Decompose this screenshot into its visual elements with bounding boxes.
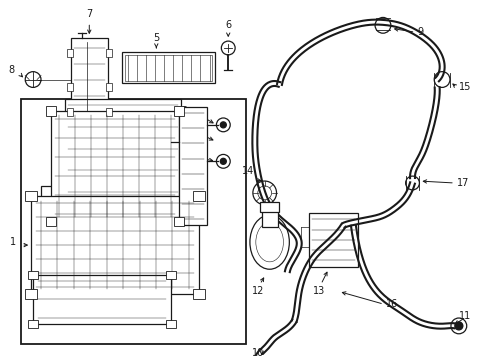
Bar bbox=[70, 38, 108, 122]
Ellipse shape bbox=[255, 222, 283, 262]
Bar bbox=[179, 107, 206, 225]
Circle shape bbox=[250, 359, 258, 360]
Text: 5: 5 bbox=[153, 33, 159, 43]
Bar bbox=[66, 49, 72, 57]
Text: 8: 8 bbox=[8, 65, 15, 75]
Text: 10: 10 bbox=[251, 348, 264, 357]
Bar bbox=[31, 196, 198, 294]
Text: 6: 6 bbox=[224, 20, 231, 30]
Circle shape bbox=[454, 322, 462, 330]
Text: 7: 7 bbox=[86, 9, 92, 19]
Bar bbox=[21, 99, 245, 344]
Text: 15: 15 bbox=[458, 82, 470, 93]
Bar bbox=[259, 202, 279, 212]
Bar bbox=[46, 216, 56, 226]
Bar bbox=[64, 99, 181, 198]
Text: 12: 12 bbox=[251, 287, 264, 297]
Bar bbox=[122, 52, 215, 84]
Text: 2: 2 bbox=[178, 124, 184, 134]
Text: 16: 16 bbox=[385, 299, 397, 309]
Circle shape bbox=[220, 158, 226, 164]
Bar bbox=[174, 106, 183, 116]
Bar bbox=[28, 320, 38, 328]
Bar bbox=[192, 191, 204, 201]
Bar bbox=[33, 275, 171, 324]
Bar bbox=[166, 271, 176, 279]
Text: 1: 1 bbox=[10, 237, 17, 247]
Text: 4: 4 bbox=[180, 152, 185, 161]
Bar bbox=[51, 111, 179, 221]
Text: 14: 14 bbox=[242, 166, 254, 176]
Bar bbox=[46, 106, 56, 116]
Text: 9: 9 bbox=[417, 27, 423, 37]
Bar bbox=[192, 289, 204, 299]
Bar bbox=[166, 320, 176, 328]
Bar bbox=[66, 108, 72, 116]
Bar bbox=[261, 210, 277, 228]
Circle shape bbox=[220, 122, 226, 128]
Bar bbox=[174, 216, 183, 226]
Bar bbox=[41, 186, 193, 270]
Bar bbox=[66, 84, 72, 91]
Text: 11: 11 bbox=[458, 311, 470, 321]
Ellipse shape bbox=[249, 215, 289, 269]
Bar bbox=[106, 108, 112, 116]
Bar bbox=[106, 49, 112, 57]
Bar bbox=[25, 289, 37, 299]
Bar bbox=[308, 212, 358, 267]
Bar bbox=[25, 191, 37, 201]
Text: 3: 3 bbox=[182, 106, 187, 116]
Text: 17: 17 bbox=[456, 178, 468, 188]
Bar bbox=[28, 271, 38, 279]
Bar bbox=[106, 84, 112, 91]
Bar bbox=[124, 55, 212, 81]
Text: 13: 13 bbox=[312, 287, 325, 297]
